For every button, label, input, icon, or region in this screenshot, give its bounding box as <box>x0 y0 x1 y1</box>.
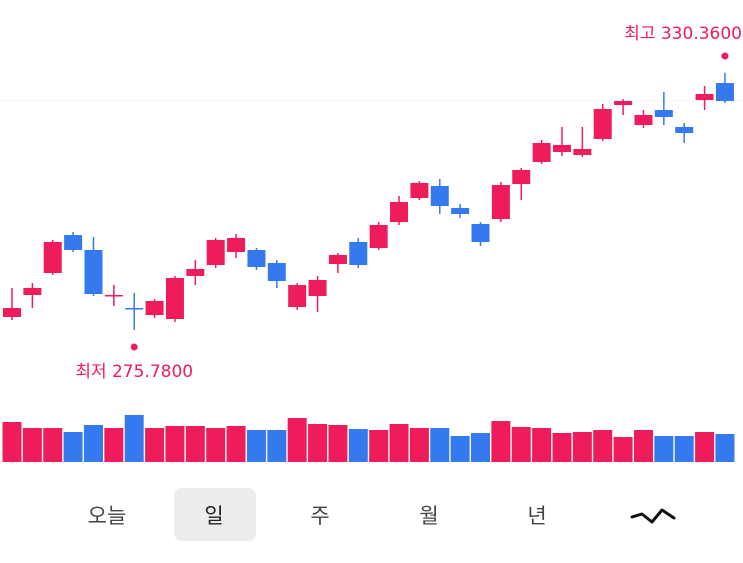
candle-body <box>532 143 551 162</box>
volume-bar <box>267 430 287 462</box>
volume-bar <box>572 432 592 462</box>
volume-bar <box>593 430 613 462</box>
volume-bar <box>450 436 470 462</box>
candle-body <box>104 294 123 297</box>
volume-bar <box>328 425 348 462</box>
candle-body <box>614 101 633 106</box>
volume-bar <box>532 428 552 462</box>
high-dot <box>721 52 729 60</box>
candle-body <box>573 148 592 156</box>
candle-body <box>491 185 510 220</box>
volume-bar <box>471 433 491 462</box>
volume-bar <box>287 418 307 462</box>
candle-body <box>308 279 327 296</box>
volume-bar <box>104 428 124 462</box>
candle-body <box>186 269 205 276</box>
candle-body <box>64 235 83 250</box>
tab[interactable]: 년 <box>527 504 546 528</box>
volume-bar <box>165 426 185 462</box>
volume-bar <box>185 426 205 462</box>
volume-bar <box>43 428 63 462</box>
tab[interactable]: 오늘 <box>88 504 127 528</box>
volume-bar <box>348 429 368 462</box>
volume-bar <box>409 428 429 462</box>
candle-body <box>593 109 612 140</box>
volume-bar <box>654 436 674 462</box>
candle-body <box>471 223 490 242</box>
volume-bar <box>206 428 226 462</box>
volume-bar <box>633 430 653 462</box>
tab[interactable]: 일 <box>204 504 223 528</box>
candle-body <box>23 287 42 295</box>
candle-body <box>369 224 388 249</box>
candle-body <box>3 307 21 317</box>
volume-bar <box>369 430 389 462</box>
volume-bar <box>715 434 735 462</box>
volume-bar <box>2 422 22 462</box>
candle-body <box>634 114 653 126</box>
candle-body <box>206 240 225 266</box>
low-dot <box>130 343 138 351</box>
volume-bar <box>389 424 409 462</box>
candle-body <box>227 237 246 253</box>
chart: 최고 330.3600 최저 275.7800 <box>2 24 742 462</box>
candle-body <box>247 249 266 267</box>
candle-body <box>125 307 144 310</box>
volume-bar <box>63 432 83 462</box>
candle-body <box>430 185 449 207</box>
candle-body <box>410 182 429 199</box>
candle-body <box>165 278 184 320</box>
volume-bar <box>430 428 450 462</box>
volume-bar <box>83 425 103 462</box>
tabs: 오늘 일 주 월 년 <box>88 504 547 528</box>
volume-bar <box>491 421 511 462</box>
volume-bar <box>552 433 572 462</box>
volume-bar <box>145 428 165 462</box>
candle-body <box>267 262 286 282</box>
candle-body <box>715 83 734 102</box>
candle-body <box>145 300 164 316</box>
selected-tab-bg <box>174 488 256 541</box>
candle-body <box>451 207 470 215</box>
candle-body <box>349 241 368 266</box>
high-label: 최고 330.3600 <box>624 24 742 44</box>
tab[interactable]: 주 <box>310 504 329 528</box>
candle-body <box>675 126 694 134</box>
candle-body <box>552 144 571 153</box>
volume-bar <box>226 426 246 462</box>
candle-body <box>328 254 347 265</box>
candle-body <box>84 249 103 295</box>
volume-bar <box>613 437 633 462</box>
volume-bar <box>695 432 715 462</box>
candle-body <box>654 110 673 118</box>
low-label: 최저 275.7800 <box>75 362 193 382</box>
tab[interactable]: 월 <box>419 504 438 528</box>
candle-body <box>43 241 62 274</box>
volume-bar <box>22 428 42 462</box>
volume-bar <box>246 430 266 462</box>
candle-body <box>512 169 531 185</box>
line-chart-icon[interactable] <box>630 508 676 524</box>
volume-bar <box>124 415 144 462</box>
candle-body <box>390 202 409 223</box>
volume-bar <box>674 436 694 462</box>
candle-body <box>695 93 714 101</box>
volume-bar <box>511 427 531 462</box>
volume-bar <box>308 424 328 462</box>
candle-body <box>288 285 307 308</box>
